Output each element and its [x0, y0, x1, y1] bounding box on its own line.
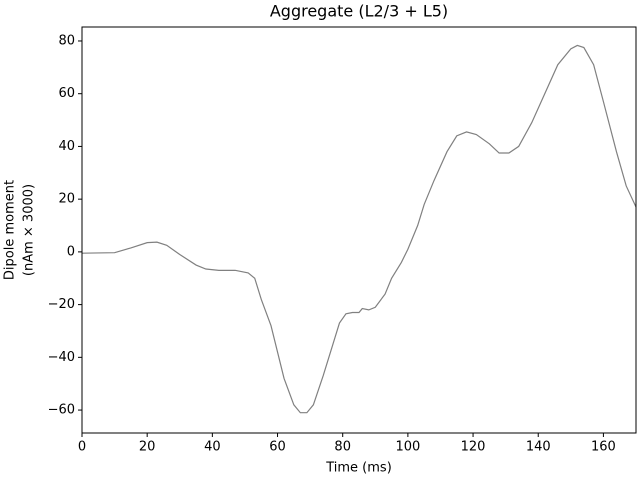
x-tick-label: 140	[526, 440, 551, 455]
x-tick-label: 40	[204, 440, 221, 455]
x-tick-label: 160	[591, 440, 616, 455]
chart-title: Aggregate (L2/3 + L5)	[270, 2, 448, 21]
y-tick-label: 20	[58, 192, 75, 207]
y-tick-label: −20	[48, 297, 75, 312]
x-tick-label: 60	[269, 440, 286, 455]
plot-frame	[81, 26, 637, 434]
y-tick-label: 80	[58, 33, 75, 48]
x-tick-label: 20	[139, 440, 156, 455]
x-tick-label: 100	[395, 440, 420, 455]
y-tick-label: 40	[58, 139, 75, 154]
x-tick-label: 80	[334, 440, 351, 455]
x-axis-label: Time (ms)	[325, 461, 392, 476]
y-axis-label: Dipole moment	[3, 180, 18, 280]
y-axis-label: (nAm × 3000)	[22, 184, 37, 276]
x-tick-label: 120	[461, 440, 486, 455]
y-tick-label: 60	[58, 86, 75, 101]
y-tick-label: −40	[48, 350, 75, 365]
data-line	[81, 44, 637, 414]
y-tick-label: 0	[67, 244, 75, 259]
y-tick-label: −60	[48, 403, 75, 418]
x-tick-label: 0	[78, 440, 86, 455]
